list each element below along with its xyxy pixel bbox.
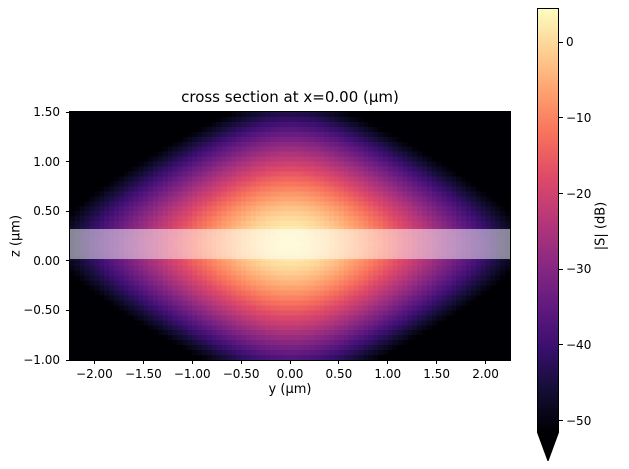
colorbar-tick-mark <box>559 344 563 346</box>
axes-area <box>69 111 511 361</box>
colorbar-tick-mark <box>559 117 563 119</box>
y-tick-label: 1.00 <box>33 154 60 169</box>
colorbar-tick-mark <box>559 268 563 270</box>
y-tick-label: 0.50 <box>33 204 60 219</box>
y-tick-mark <box>66 161 70 163</box>
x-tick-label: −1.00 <box>173 367 211 381</box>
x-tick-mark <box>485 360 487 364</box>
x-tick-mark <box>93 360 95 364</box>
x-tick-label: 2.00 <box>472 367 499 381</box>
y-tick-label: 1.50 <box>33 105 60 119</box>
x-tick-mark <box>387 360 389 364</box>
colorbar <box>537 8 559 432</box>
x-tick-mark <box>338 360 340 364</box>
y-axis-label: z (μm) <box>8 214 24 258</box>
y-tick-mark <box>66 111 70 113</box>
colorbar-tick-mark <box>559 41 563 43</box>
colorbar-tick-mark <box>559 420 563 422</box>
slab-band-overlay <box>70 229 510 259</box>
x-axis-label: y (μm) <box>268 382 312 397</box>
colorbar-tick-mark <box>559 193 563 194</box>
y-tick-label: 0.00 <box>33 253 60 268</box>
x-tick-mark <box>240 360 242 364</box>
colorbar-tick-label: −40 <box>566 337 592 352</box>
colorbar-tick-label: −10 <box>566 110 592 125</box>
x-tick-mark <box>289 360 291 364</box>
y-tick-mark <box>66 260 70 262</box>
x-tick-label: 0.50 <box>325 367 353 381</box>
colorbar-tick-label: −20 <box>566 186 592 201</box>
x-tick-label: 1.50 <box>423 367 451 381</box>
x-tick-label: −1.50 <box>124 367 162 381</box>
x-tick-mark <box>436 360 438 364</box>
x-tick-mark <box>191 360 193 364</box>
colorbar-extend-min-arrow <box>537 431 559 461</box>
x-tick-label: −2.00 <box>76 367 113 381</box>
x-tick-label: 0.00 <box>276 367 304 381</box>
colorbar-label: |S| (dB) <box>593 201 609 251</box>
x-tick-mark <box>142 360 144 364</box>
y-tick-mark <box>66 309 70 311</box>
y-tick-label: −1.00 <box>23 353 60 367</box>
x-tick-label: 1.00 <box>374 367 402 381</box>
y-tick-mark <box>66 359 70 361</box>
plot-title: cross section at x=0.00 (μm) <box>181 88 399 106</box>
x-tick-label: −0.50 <box>222 367 260 381</box>
colorbar-tick-label: −50 <box>566 413 592 428</box>
y-tick-label: −0.50 <box>23 303 60 318</box>
colorbar-tick-label: 0 <box>566 35 574 50</box>
y-tick-mark <box>66 210 70 212</box>
colorbar-tick-label: −30 <box>566 262 592 277</box>
